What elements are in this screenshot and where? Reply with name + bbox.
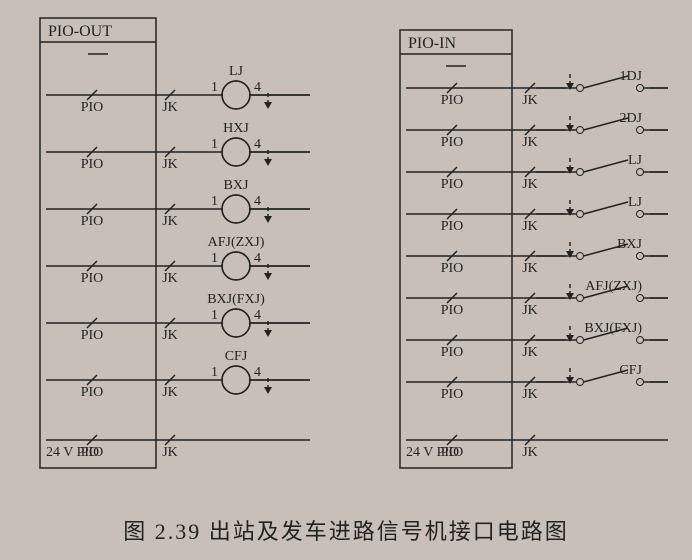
svg-text:4: 4 [254,80,261,95]
svg-text:JK: JK [162,271,178,286]
svg-text:JK: JK [522,93,538,108]
svg-text:PIO: PIO [441,387,464,402]
svg-text:JK: JK [162,100,178,115]
svg-text:PIO: PIO [441,345,464,360]
svg-text:4: 4 [254,308,261,323]
svg-text:PIO: PIO [81,157,104,172]
svg-text:JK: JK [522,387,538,402]
svg-text:JK: JK [522,177,538,192]
svg-text:PIO: PIO [441,177,464,192]
svg-text:JK: JK [522,445,538,460]
svg-text:JK: JK [522,135,538,150]
svg-text:CFJ: CFJ [225,349,248,364]
svg-text:24 V PIO: 24 V PIO [46,445,99,460]
svg-text:24 V PIO: 24 V PIO [406,445,459,460]
svg-text:BXJ: BXJ [617,237,642,252]
figure-caption: 图 2.39 出站及发车进路信号机接口电路图 [0,514,692,546]
svg-text:BXJ: BXJ [224,178,249,193]
svg-text:4: 4 [254,365,261,380]
svg-text:JK: JK [522,261,538,276]
svg-text:1DJ: 1DJ [619,69,642,84]
svg-text:JK: JK [162,385,178,400]
svg-text:PIO: PIO [81,214,104,229]
svg-text:2DJ: 2DJ [619,111,642,126]
svg-text:1: 1 [211,80,218,95]
svg-text:JK: JK [162,157,178,172]
svg-text:LJ: LJ [628,153,643,168]
svg-text:LJ: LJ [229,64,244,79]
svg-text:BXJ(FXJ): BXJ(FXJ) [207,292,265,307]
svg-text:PIO: PIO [81,271,104,286]
svg-text:PIO: PIO [441,135,464,150]
svg-text:PIO: PIO [81,328,104,343]
svg-text:PIO-IN: PIO-IN [408,35,456,52]
svg-text:CFJ: CFJ [619,363,642,378]
svg-text:AFJ(ZXJ): AFJ(ZXJ) [585,279,642,294]
svg-text:JK: JK [522,303,538,318]
svg-text:1: 1 [211,137,218,152]
svg-text:PIO: PIO [441,93,464,108]
svg-text:JK: JK [162,214,178,229]
svg-text:JK: JK [162,445,178,460]
svg-text:4: 4 [254,251,261,266]
svg-text:LJ: LJ [628,195,643,210]
svg-text:PIO: PIO [81,385,104,400]
svg-text:PIO: PIO [81,100,104,115]
page: PIO-OUT PIO JK 1 4 LJ PIO JK 1 4 HXJ PIO JK 1 4 BXJ PIO J… [0,0,692,560]
svg-text:PIO-OUT: PIO-OUT [48,23,112,40]
svg-text:JK: JK [522,345,538,360]
svg-text:BXJ(FXJ): BXJ(FXJ) [584,321,642,336]
svg-text:1: 1 [211,308,218,323]
svg-text:PIO: PIO [441,219,464,234]
svg-text:PIO: PIO [441,261,464,276]
svg-text:1: 1 [211,194,218,209]
svg-text:1: 1 [211,365,218,380]
circuit-svg: PIO-OUT PIO JK 1 4 LJ PIO JK 1 4 HXJ PIO JK 1 4 BXJ PIO J… [0,0,692,560]
svg-text:JK: JK [162,328,178,343]
svg-text:AFJ(ZXJ): AFJ(ZXJ) [208,235,265,250]
svg-text:4: 4 [254,137,261,152]
svg-text:4: 4 [254,194,261,209]
svg-text:HXJ: HXJ [223,121,249,136]
svg-text:JK: JK [522,219,538,234]
svg-text:PIO: PIO [441,303,464,318]
svg-text:1: 1 [211,251,218,266]
